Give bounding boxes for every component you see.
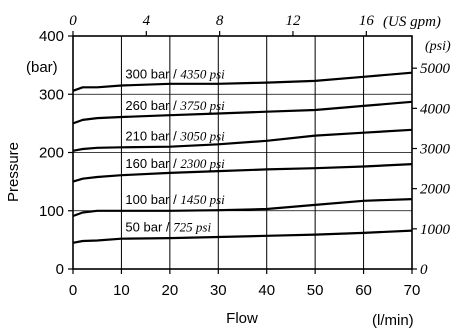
- top-axis-unit: (US gpm): [383, 14, 441, 30]
- top-tick-label-2: 8: [216, 13, 224, 29]
- series-label-sep-4: /: [170, 192, 181, 207]
- right-tick-label-4: 4000: [420, 101, 451, 117]
- x-tick-label-6: 60: [355, 282, 372, 299]
- series-line-1: [72, 100, 413, 125]
- right-axis-unit: (psi): [425, 39, 451, 54]
- series-label-bar-4: 100 bar: [125, 192, 170, 207]
- series-label-psi-3: 2300 psi: [180, 156, 225, 171]
- series-label-bar-1: 260 bar: [125, 98, 170, 113]
- y-tick-label-2: 200: [39, 145, 64, 162]
- series-label-sep-2: /: [170, 128, 181, 143]
- series-line-3: [72, 163, 413, 183]
- y-tick-label-1: 100: [39, 203, 64, 220]
- series-line-5: [72, 229, 413, 244]
- x-tick-label-0: 0: [69, 282, 77, 299]
- series-label-sep-5: /: [162, 220, 173, 235]
- y-axis-title: Pressure: [5, 142, 22, 202]
- series-label-1: 260 bar / 3750 psi: [125, 98, 225, 113]
- series-label-psi-4: 1450 psi: [180, 192, 225, 207]
- x-tick-label-4: 40: [258, 282, 275, 299]
- series-label-5: 50 bar / 725 psi: [125, 220, 211, 235]
- series-label-psi-1: 3750 psi: [179, 98, 225, 113]
- right-tick-label-2: 2000: [420, 182, 451, 198]
- x-tick-label-5: 50: [307, 282, 324, 299]
- x-tick-label-1: 10: [113, 282, 130, 299]
- x-axis-unit: (l/min): [372, 312, 414, 328]
- series-layer: [72, 71, 413, 244]
- series-label-psi-5: 725 psi: [173, 220, 211, 235]
- top-tick-label-3: 12: [285, 13, 301, 29]
- series-label-0: 300 bar / 4350 psi: [125, 67, 225, 82]
- right-tick-label-3: 3000: [419, 142, 451, 158]
- series-label-bar-2: 210 bar: [125, 128, 170, 143]
- series-line-4: [72, 198, 413, 218]
- series-label-2: 210 bar / 3050 psi: [125, 128, 225, 143]
- series-label-bar-3: 160 bar: [125, 156, 170, 171]
- y-axis-unit: (bar): [26, 59, 58, 76]
- x-tick-label-3: 30: [210, 282, 227, 299]
- top-tick-label-1: 4: [143, 13, 151, 29]
- right-tick-label-0: 0: [420, 262, 428, 278]
- right-tick-label-1: 1000: [420, 222, 451, 238]
- series-label-sep-0: /: [170, 67, 181, 82]
- series-label-sep-1: /: [170, 98, 181, 113]
- series-label-4: 100 bar / 1450 psi: [125, 192, 225, 207]
- top-tick-label-4: 16: [359, 13, 375, 29]
- y-tick-label-3: 300: [39, 86, 64, 103]
- series-label-bar-5: 50 bar: [125, 220, 163, 235]
- series-line-2: [72, 128, 413, 152]
- series-labels: 300 bar / 4350 psi 260 bar / 3750 psi 210 …: [125, 67, 225, 235]
- x-axis-title: Flow: [226, 310, 258, 327]
- series-label-bar-0: 300 bar: [125, 67, 170, 82]
- right-tick-label-5: 5000: [420, 61, 451, 77]
- series-line-0: [72, 71, 413, 92]
- y-tick-label-0: 0: [56, 261, 64, 278]
- series-label-psi-2: 3050 psi: [179, 128, 225, 143]
- series-label-psi-0: 4350 psi: [180, 67, 225, 82]
- x-tick-label-2: 20: [162, 282, 179, 299]
- y-tick-label-4: 400: [39, 28, 64, 45]
- series-label-3: 160 bar / 2300 psi: [125, 156, 225, 171]
- series-label-sep-3: /: [170, 156, 181, 171]
- x-tick-label-7: 70: [404, 282, 421, 299]
- top-tick-label-0: 0: [69, 13, 77, 29]
